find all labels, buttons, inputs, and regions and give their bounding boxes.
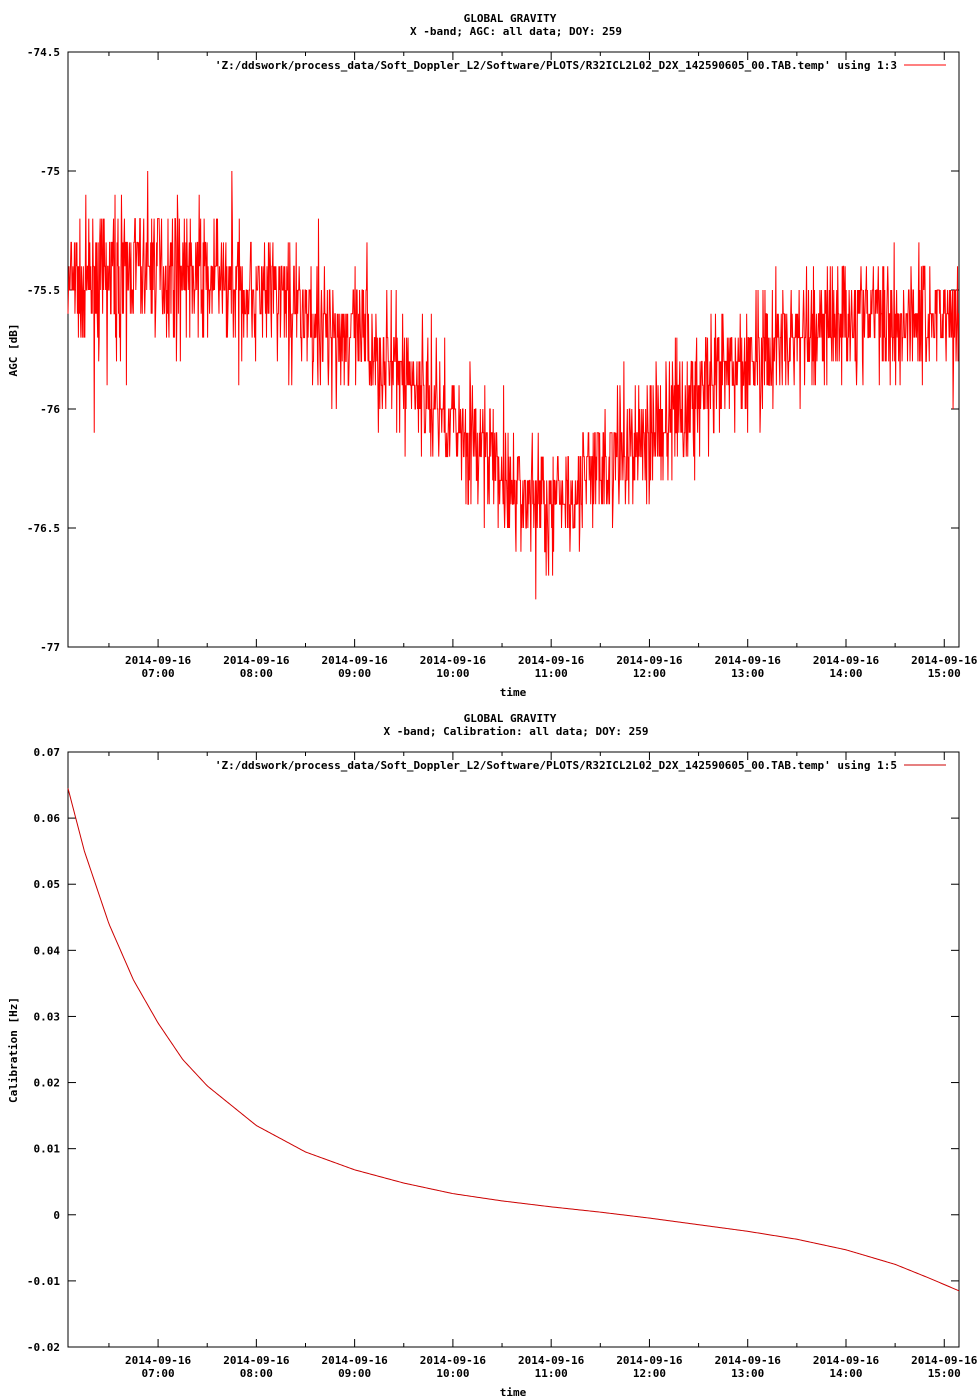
chart-1-y-axis: -74.5 -75 -75.5 -76 -76.5 -77	[27, 46, 959, 654]
y-tick-label: -76.5	[27, 522, 60, 535]
x-tick-label-date: 2014-09-16	[813, 1354, 880, 1367]
x-tick-label-time: 15:00	[928, 667, 961, 680]
x-tick-label-time: 12:00	[633, 1367, 666, 1380]
y-tick-label: 0.04	[34, 944, 61, 957]
chart-2-subtitle: X -band; Calibration: all data; DOY: 259	[384, 725, 649, 738]
y-tick-label: 0.01	[34, 1143, 61, 1156]
y-tick-label: 0	[53, 1209, 60, 1222]
x-tick-label-time: 15:00	[928, 1367, 961, 1380]
y-tick-label: 0.07	[34, 746, 61, 759]
chart-2-x-axis: 2014-09-1607:002014-09-1608:002014-09-16…	[108, 752, 978, 1380]
chart-1-subtitle: X -band; AGC: all data; DOY: 259	[410, 25, 622, 38]
chart-2-x-axis-label: time	[500, 1386, 527, 1399]
x-tick-label-date: 2014-09-16	[616, 654, 683, 667]
x-tick-label-time: 12:00	[633, 667, 666, 680]
chart-2-y-axis-label: Calibration [Hz]	[7, 997, 20, 1103]
chart-2-series	[67, 788, 960, 1292]
x-tick-label-time: 08:00	[240, 667, 273, 680]
chart-2: GLOBAL GRAVITY X -band; Calibration: all…	[7, 712, 978, 1399]
series-line	[67, 788, 960, 1292]
series-line	[67, 170, 959, 600]
x-tick-label-date: 2014-09-16	[911, 654, 978, 667]
x-tick-label-time: 11:00	[535, 1367, 568, 1380]
chart-1-series	[67, 170, 959, 600]
x-tick-label-date: 2014-09-16	[420, 1354, 487, 1367]
y-tick-label: -76	[40, 403, 60, 416]
chart-1: GLOBAL GRAVITY X -band; AGC: all data; D…	[7, 12, 978, 699]
y-tick-label: 0.02	[34, 1077, 61, 1090]
x-tick-label-time: 09:00	[338, 667, 371, 680]
y-tick-label: -77	[40, 641, 60, 654]
x-tick-label-date: 2014-09-16	[715, 654, 782, 667]
x-tick-label-time: 13:00	[731, 1367, 764, 1380]
x-tick-label-date: 2014-09-16	[223, 654, 290, 667]
y-tick-label: -0.02	[27, 1341, 60, 1354]
x-tick-label-date: 2014-09-16	[322, 654, 389, 667]
x-tick-label-time: 10:00	[436, 667, 469, 680]
chart-1-x-axis-label: time	[500, 686, 527, 699]
y-tick-label: -74.5	[27, 46, 60, 59]
y-tick-label: 0.06	[34, 812, 61, 825]
chart-1-title: GLOBAL GRAVITY	[464, 12, 557, 25]
y-tick-label: -75	[40, 165, 60, 178]
chart-2-plot-frame	[67, 751, 960, 1348]
x-tick-label-date: 2014-09-16	[322, 1354, 389, 1367]
x-tick-label-date: 2014-09-16	[616, 1354, 683, 1367]
x-tick-label-date: 2014-09-16	[125, 1354, 192, 1367]
x-tick-label-date: 2014-09-16	[223, 1354, 290, 1367]
x-tick-label-time: 11:00	[535, 667, 568, 680]
x-tick-label-time: 14:00	[829, 667, 862, 680]
x-tick-label-date: 2014-09-16	[518, 654, 585, 667]
x-tick-label-time: 10:00	[436, 1367, 469, 1380]
y-tick-label: 0.05	[34, 878, 61, 891]
chart-1-y-axis-label: AGC [dB]	[7, 324, 20, 377]
x-tick-label-time: 07:00	[142, 667, 175, 680]
x-tick-label-date: 2014-09-16	[813, 654, 880, 667]
x-tick-label-date: 2014-09-16	[420, 654, 487, 667]
x-tick-label-time: 14:00	[829, 1367, 862, 1380]
y-tick-label: -0.01	[27, 1275, 60, 1288]
chart-1-plot-frame	[67, 51, 960, 648]
chart-2-title: GLOBAL GRAVITY	[464, 712, 557, 725]
chart-1-legend-label: 'Z:/ddswork/process_data/Soft_Doppler_L2…	[215, 59, 897, 72]
chart-1-x-axis: 2014-09-1607:002014-09-1608:002014-09-16…	[108, 52, 978, 680]
x-tick-label-time: 13:00	[731, 667, 764, 680]
y-tick-label: -75.5	[27, 284, 60, 297]
chart-2-y-axis: 0.07 0.06 0.05 0.04 0.03 0.02 0.01 0 -0.01 -0.02	[27, 746, 959, 1354]
x-tick-label-date: 2014-09-16	[715, 1354, 782, 1367]
chart-2-legend-label: 'Z:/ddswork/process_data/Soft_Doppler_L2…	[215, 759, 897, 772]
x-tick-label-date: 2014-09-16	[911, 1354, 978, 1367]
x-tick-label-time: 09:00	[338, 1367, 371, 1380]
x-tick-label-time: 07:00	[142, 1367, 175, 1380]
y-tick-label: 0.03	[34, 1010, 61, 1023]
x-tick-label-date: 2014-09-16	[125, 654, 192, 667]
x-tick-label-time: 08:00	[240, 1367, 273, 1380]
x-tick-label-date: 2014-09-16	[518, 1354, 585, 1367]
